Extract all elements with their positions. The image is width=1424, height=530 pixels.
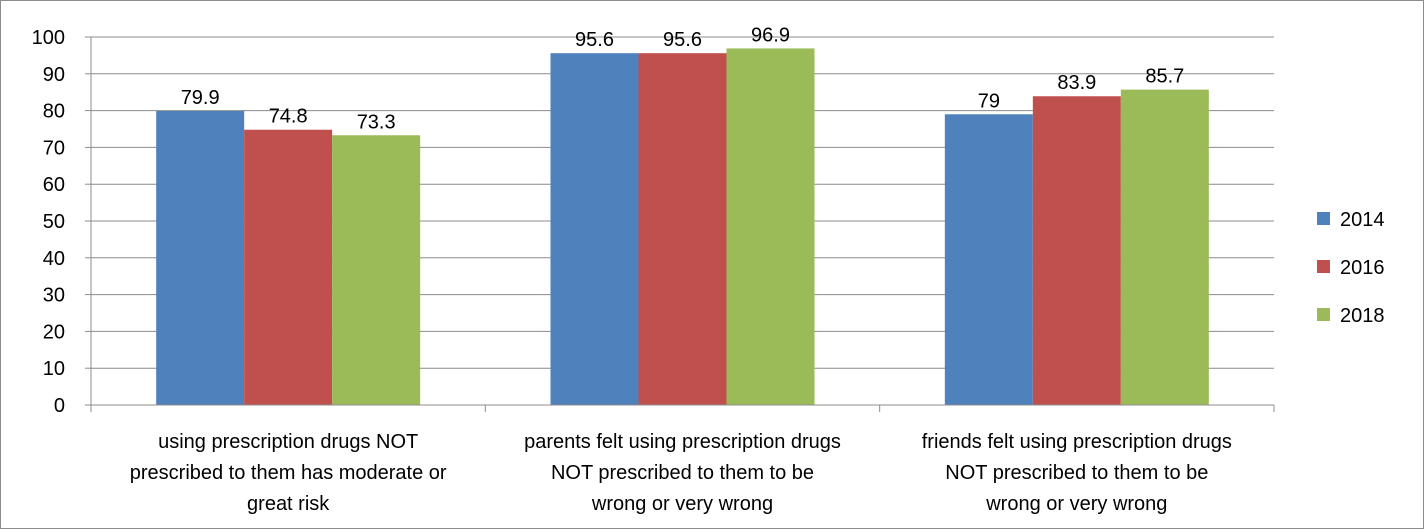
data-label: 83.9: [1057, 72, 1096, 94]
x-category-label: prescribed to them has moderate or: [130, 462, 447, 484]
bar-2016: [244, 129, 333, 405]
data-label: 95.6: [575, 29, 614, 51]
data-label: 79: [978, 90, 1000, 112]
y-tick-label: 80: [43, 101, 65, 123]
y-tick-label: 10: [43, 358, 65, 380]
axes: 0 10 20 30 40 50 60 70 80 90 100 using prescription…: [32, 27, 1275, 515]
bar-2016: [1032, 96, 1121, 406]
legend-label: 2018: [1340, 305, 1385, 327]
y-tick-label: 60: [43, 174, 65, 196]
x-category-label: great risk: [247, 493, 330, 515]
x-category-label: NOT prescribed to them to be: [945, 462, 1208, 484]
y-tick-label: 50: [43, 211, 65, 233]
legend-swatch-2018: [1317, 308, 1330, 321]
legend-swatch-2014: [1317, 212, 1330, 225]
bar-2014: [550, 53, 639, 405]
x-category-label: wrong or very wrong: [985, 493, 1167, 515]
data-label: 85.7: [1145, 66, 1184, 88]
legend-label: 2016: [1340, 257, 1385, 279]
bar-2018: [726, 48, 815, 406]
legend: 2014 2016 2018: [1317, 209, 1385, 327]
bar-2014: [156, 110, 245, 405]
x-category-label: friends felt using prescription drugs: [922, 431, 1232, 453]
data-label: 95.6: [663, 29, 702, 51]
x-category-label: parents felt using prescription drugs: [524, 431, 841, 453]
x-category-label: using prescription drugs NOT: [158, 431, 418, 453]
x-category-label: wrong or very wrong: [591, 493, 773, 515]
data-labels: 79.9 74.8 73.3 95.6 95.6 96.9 79 83.9 85.7: [181, 24, 1185, 133]
x-category-label: NOT prescribed to them to be: [551, 462, 814, 484]
bar-2018: [332, 135, 421, 406]
data-label: 73.3: [357, 111, 396, 133]
y-tick-label: 90: [43, 64, 65, 86]
y-tick-label: 0: [54, 395, 65, 417]
y-tick-label: 100: [32, 27, 65, 49]
bar-2014: [944, 114, 1033, 405]
legend-swatch-2016: [1317, 260, 1330, 273]
data-label: 74.8: [269, 106, 308, 128]
y-tick-label: 20: [43, 321, 65, 343]
y-tick-label: 70: [43, 137, 65, 159]
data-label: 79.9: [181, 87, 220, 109]
y-tick-label: 30: [43, 285, 65, 307]
bars: [156, 48, 1209, 406]
bar-2016: [638, 53, 727, 405]
y-tick-label: 40: [43, 248, 65, 270]
bar-2018: [1120, 89, 1209, 406]
legend-label: 2014: [1340, 209, 1385, 231]
data-label: 96.9: [751, 24, 790, 46]
